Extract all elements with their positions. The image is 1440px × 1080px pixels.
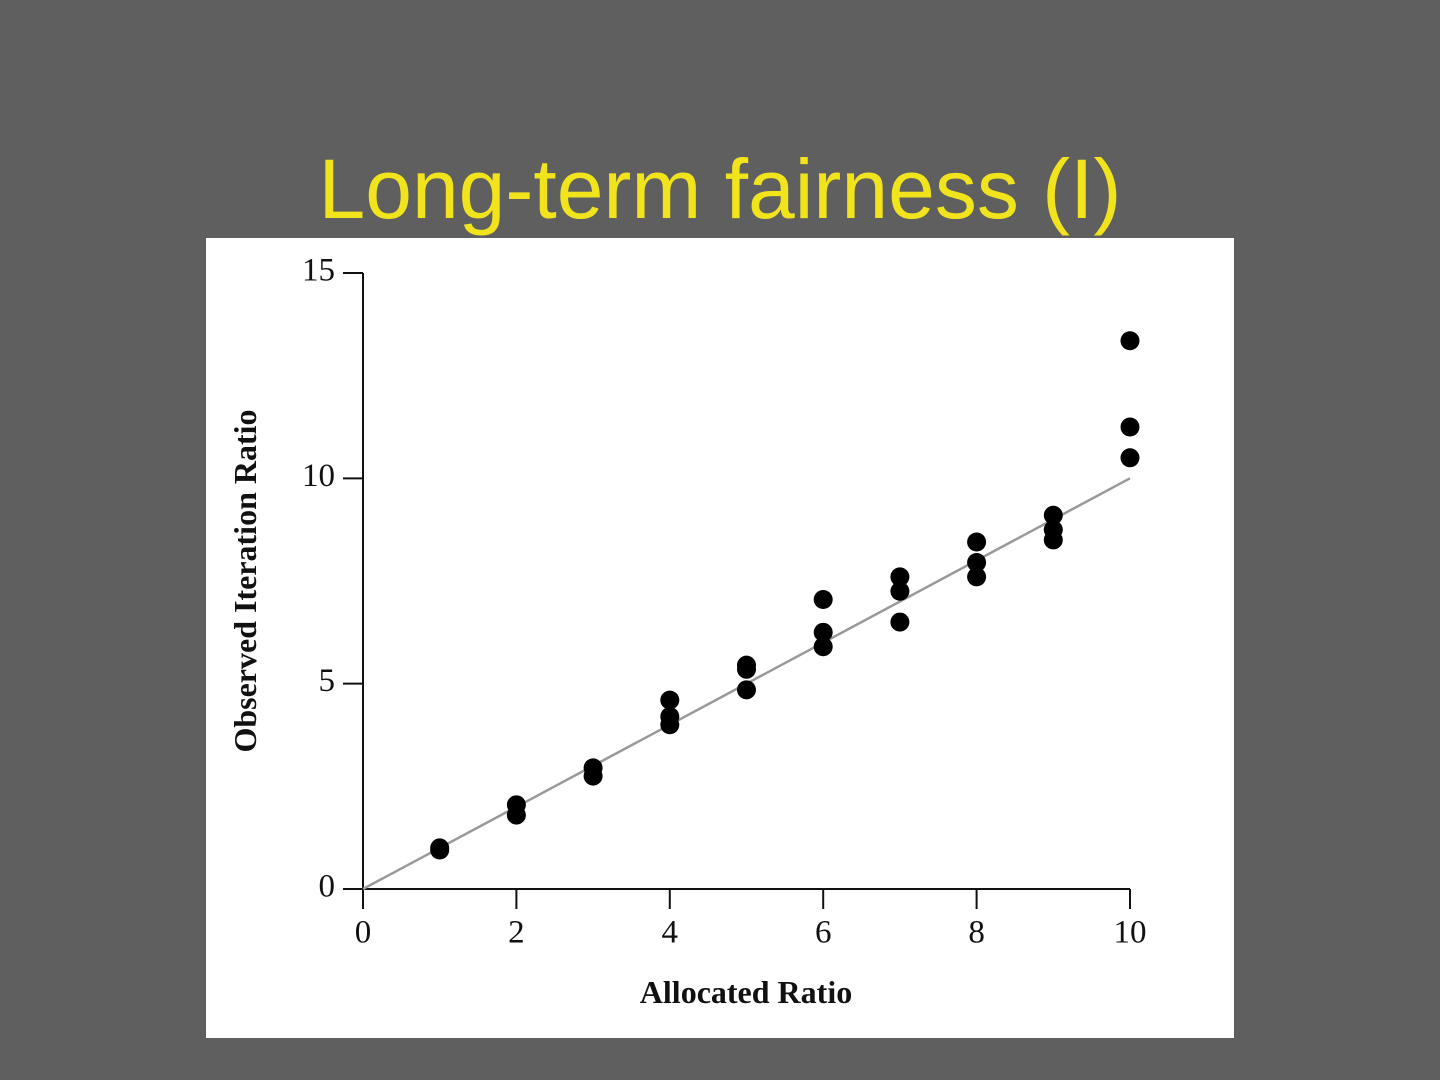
data-point xyxy=(1120,417,1140,437)
data-point xyxy=(506,805,526,825)
x-tick-label: 8 xyxy=(968,915,985,951)
data-point xyxy=(737,680,756,700)
x-axis-label: Allocated Ratio xyxy=(640,974,852,1010)
data-point xyxy=(967,553,987,573)
chart-panel xyxy=(206,238,1234,1038)
data-point xyxy=(967,567,987,587)
data-point xyxy=(660,715,680,735)
data-point xyxy=(813,637,833,657)
data-point xyxy=(1043,530,1063,550)
data-point xyxy=(660,690,680,710)
x-tick-label: 6 xyxy=(815,915,832,951)
y-axis-label: Observed Iteration Ratio xyxy=(227,409,263,752)
y-tick-label: 0 xyxy=(319,869,336,905)
x-tick-label: 4 xyxy=(662,915,679,951)
data-point xyxy=(1120,448,1140,468)
x-tick-label: 0 xyxy=(355,915,372,951)
data-point xyxy=(890,612,910,632)
x-tick-label: 10 xyxy=(1114,915,1147,951)
data-point xyxy=(890,567,910,587)
y-tick-label: 5 xyxy=(319,663,336,699)
x-tick-label: 2 xyxy=(508,915,525,951)
data-point xyxy=(430,840,450,860)
data-point xyxy=(967,532,987,552)
slide-title: Long-term fairness (I) xyxy=(319,142,1122,236)
data-point xyxy=(1120,331,1140,351)
data-point xyxy=(890,581,910,601)
data-point xyxy=(813,589,833,609)
data-point xyxy=(737,659,756,679)
data-point xyxy=(583,766,603,786)
data-point xyxy=(1043,505,1063,525)
y-tick-label: 10 xyxy=(302,458,335,494)
y-tick-label: 15 xyxy=(302,253,335,289)
data-point xyxy=(813,622,833,642)
